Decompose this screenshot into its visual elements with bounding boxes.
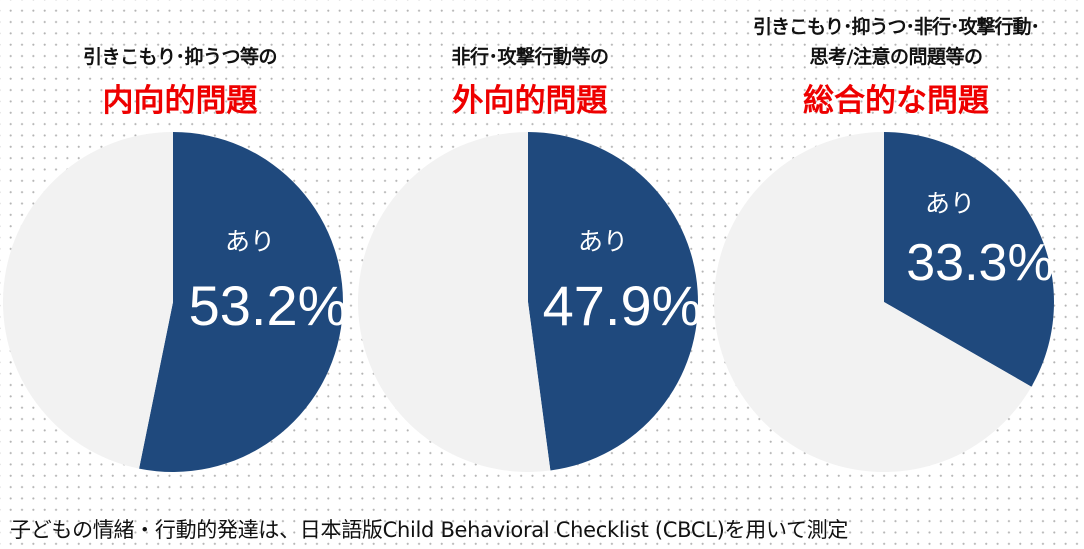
chart-subtitle-total-line2: 思考/注意の問題等の — [809, 46, 983, 68]
pie-slice-internalizing-other — [2, 132, 174, 469]
slice-label-externalizing: あり — [578, 227, 628, 256]
chart-panel-externalizing: 非行･攻撃行動等の 外向的問題 — [365, 0, 695, 500]
pie-slice-externalizing-other — [357, 132, 551, 472]
chart-subtitle-externalizing: 非行･攻撃行動等の — [451, 46, 609, 68]
chart-panel-internalizing: 引きこもり･抑うつ等の 内向的問題 — [15, 0, 345, 500]
pie-slice-total-other — [713, 132, 1032, 473]
pie-total: あり 33.3% — [713, 132, 1054, 473]
chart-title-internalizing: 内向的問題 — [102, 83, 258, 119]
chart-subtitle-internalizing: 引きこもり･抑うつ等の — [82, 46, 278, 68]
chart-panel-total: 引きこもり･抑うつ･非行･攻撃行動･ 思考/注意の問題等の 総合的な問題 — [708, 0, 1084, 500]
chart-subtitle-total-line1: 引きこもり･抑うつ･非行･攻撃行動･ — [752, 16, 1040, 38]
pie-internalizing: あり 53.2% — [2, 132, 348, 473]
chart-title-total: 総合的な問題 — [803, 83, 989, 119]
pie-slice-internalizing-yes — [139, 132, 343, 473]
slice-label-total: あり — [925, 189, 975, 218]
slice-value-total: 33.3% — [906, 234, 1053, 292]
slice-label-internalizing: あり — [225, 227, 275, 256]
chart-title-externalizing: 外向的問題 — [452, 83, 608, 119]
slice-value-externalizing: 47.9% — [543, 274, 702, 337]
pie-slice-total-yes — [884, 132, 1054, 387]
slice-value-internalizing: 53.2% — [189, 274, 348, 337]
pie-externalizing: あり 47.9% — [357, 132, 702, 472]
pie-slice-externalizing-yes — [528, 132, 698, 471]
footnote: 子どもの情緒・行動的発達は、日本語版Child Behavioral Check… — [10, 518, 849, 542]
